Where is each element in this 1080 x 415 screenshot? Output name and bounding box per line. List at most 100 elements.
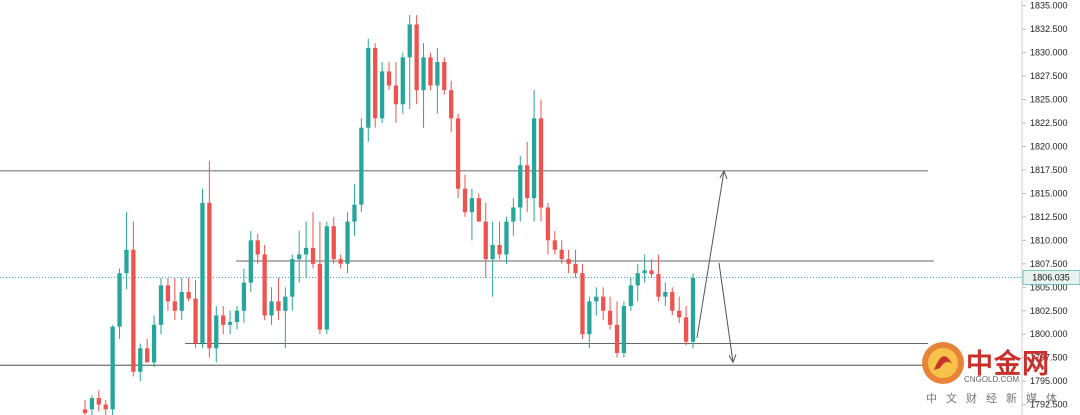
y-tick-label: 1792.500 (1030, 400, 1068, 410)
candle-body-down (656, 274, 661, 297)
candle-body-down (476, 198, 481, 222)
arrow-up-line (696, 170, 725, 339)
candle-body-down (566, 259, 571, 264)
arrow-down-head-icon (728, 354, 737, 364)
candle-body-down (497, 245, 502, 255)
candle-body-up (531, 118, 537, 199)
candle-body-up (352, 204, 357, 222)
y-tick-label: 1832.500 (1030, 24, 1068, 34)
candle-body-down (103, 404, 108, 410)
logo-domain: CNGOLD.COM (964, 375, 1020, 384)
candle-body-up (469, 198, 475, 213)
y-tick-label: 1795.000 (1030, 376, 1068, 386)
candle-body-down (393, 85, 399, 105)
candle-body-up (324, 226, 329, 330)
logo-subtitle: 中文财经新媒体 (926, 392, 1066, 405)
candle-body-down (221, 315, 226, 325)
price-axis: 1835.000 1832.500 1830.000 1827.500 1825.000… (1021, 0, 1068, 415)
candle-body-up (435, 62, 440, 86)
y-tick-label: 1805.000 (1030, 282, 1068, 292)
candle-body-up (124, 249, 129, 274)
candle-body-up (200, 202, 205, 344)
candle-body-down (310, 247, 316, 264)
candle-body-down (462, 188, 468, 213)
y-tick-label: 1830.000 (1030, 48, 1068, 58)
candle-body-down (580, 273, 585, 335)
candle-body-up (214, 315, 219, 349)
candle-body-up (345, 221, 350, 264)
arrow-up-head-icon (719, 169, 728, 180)
candle-body-down (165, 285, 171, 302)
candle-body-up (690, 277, 696, 342)
candle-body-up (283, 296, 288, 311)
candle-body-down (559, 249, 564, 260)
candle-body-down (262, 254, 267, 316)
candle-body-up (407, 24, 412, 58)
candle-body-down (414, 24, 419, 91)
candle-body-up (642, 270, 647, 274)
logo-chinese-title: 中金网 (966, 349, 1050, 380)
candle-body-down (373, 47, 378, 119)
candle-body-down (338, 259, 343, 264)
candle-body-up (587, 301, 592, 335)
y-tick-label: 1812.500 (1030, 212, 1068, 222)
candle-body-up (151, 324, 157, 363)
candle-body-up (234, 310, 240, 323)
candle-body-down (538, 118, 544, 208)
y-tick-label: 1822.500 (1030, 118, 1068, 128)
candle-body-up (421, 57, 426, 91)
candle-body-down (96, 398, 101, 405)
candle-body-up (110, 326, 115, 410)
y-tick-label: 1807.500 (1030, 259, 1068, 269)
y-tick-label: 1815.000 (1030, 188, 1068, 198)
candle-body-up (504, 221, 509, 255)
candle-body-down (255, 240, 260, 255)
candle-body-down (331, 226, 336, 260)
candle-body-down (172, 301, 177, 311)
horizontal-levels (0, 170, 1022, 366)
candle-body-down (649, 270, 654, 275)
candle-body-down (455, 118, 461, 189)
candle-body-down (207, 202, 212, 349)
candle-body-up (518, 165, 523, 208)
candle-body-up (227, 322, 233, 325)
candle-body-up (158, 285, 164, 325)
candle-body-down (683, 317, 689, 342)
current-price-tag: 1806.035 (1022, 270, 1080, 285)
projection-arrows (696, 169, 737, 364)
candle-body-down (601, 296, 606, 311)
candle-body-up (303, 247, 309, 255)
candle-body-up (248, 240, 253, 283)
candle-body-up (359, 127, 364, 205)
candle-body-down (82, 409, 88, 414)
candle-body-down (552, 240, 557, 250)
candle-body-down (131, 249, 136, 372)
candle-body-down (145, 348, 150, 363)
candle-body-up (663, 291, 668, 297)
y-tick-label: 1825.000 (1030, 95, 1068, 105)
candle-body-up (241, 282, 247, 311)
candle-body-up (290, 259, 295, 297)
current-price-label: 1806.035 (1032, 273, 1070, 283)
y-tick-label: 1820.000 (1030, 141, 1068, 151)
candle-body-up (379, 71, 385, 119)
candle-body-up (297, 254, 302, 260)
candles (82, 15, 696, 415)
candle-body-down (677, 310, 682, 318)
y-tick-label: 1802.500 (1030, 306, 1068, 316)
y-tick-label: 1810.000 (1030, 235, 1068, 245)
candle-body-down (442, 62, 447, 91)
candle-body-down (670, 291, 675, 311)
candle-body-down (186, 291, 191, 299)
candle-body-up (400, 57, 405, 105)
candle-body-up (269, 301, 274, 316)
y-tick-label: 1797.500 (1030, 353, 1068, 363)
candle-body-up (117, 273, 122, 327)
candle-body-up (511, 207, 516, 222)
candle-body-down (276, 301, 281, 311)
candle-body-up (594, 296, 599, 302)
candle-body-up (138, 348, 143, 372)
candle-body-up (179, 291, 184, 311)
cngold-logo: 中金网 CNGOLD.COM 中文财经新媒体 (920, 340, 1080, 415)
candle-body-down (614, 324, 620, 353)
